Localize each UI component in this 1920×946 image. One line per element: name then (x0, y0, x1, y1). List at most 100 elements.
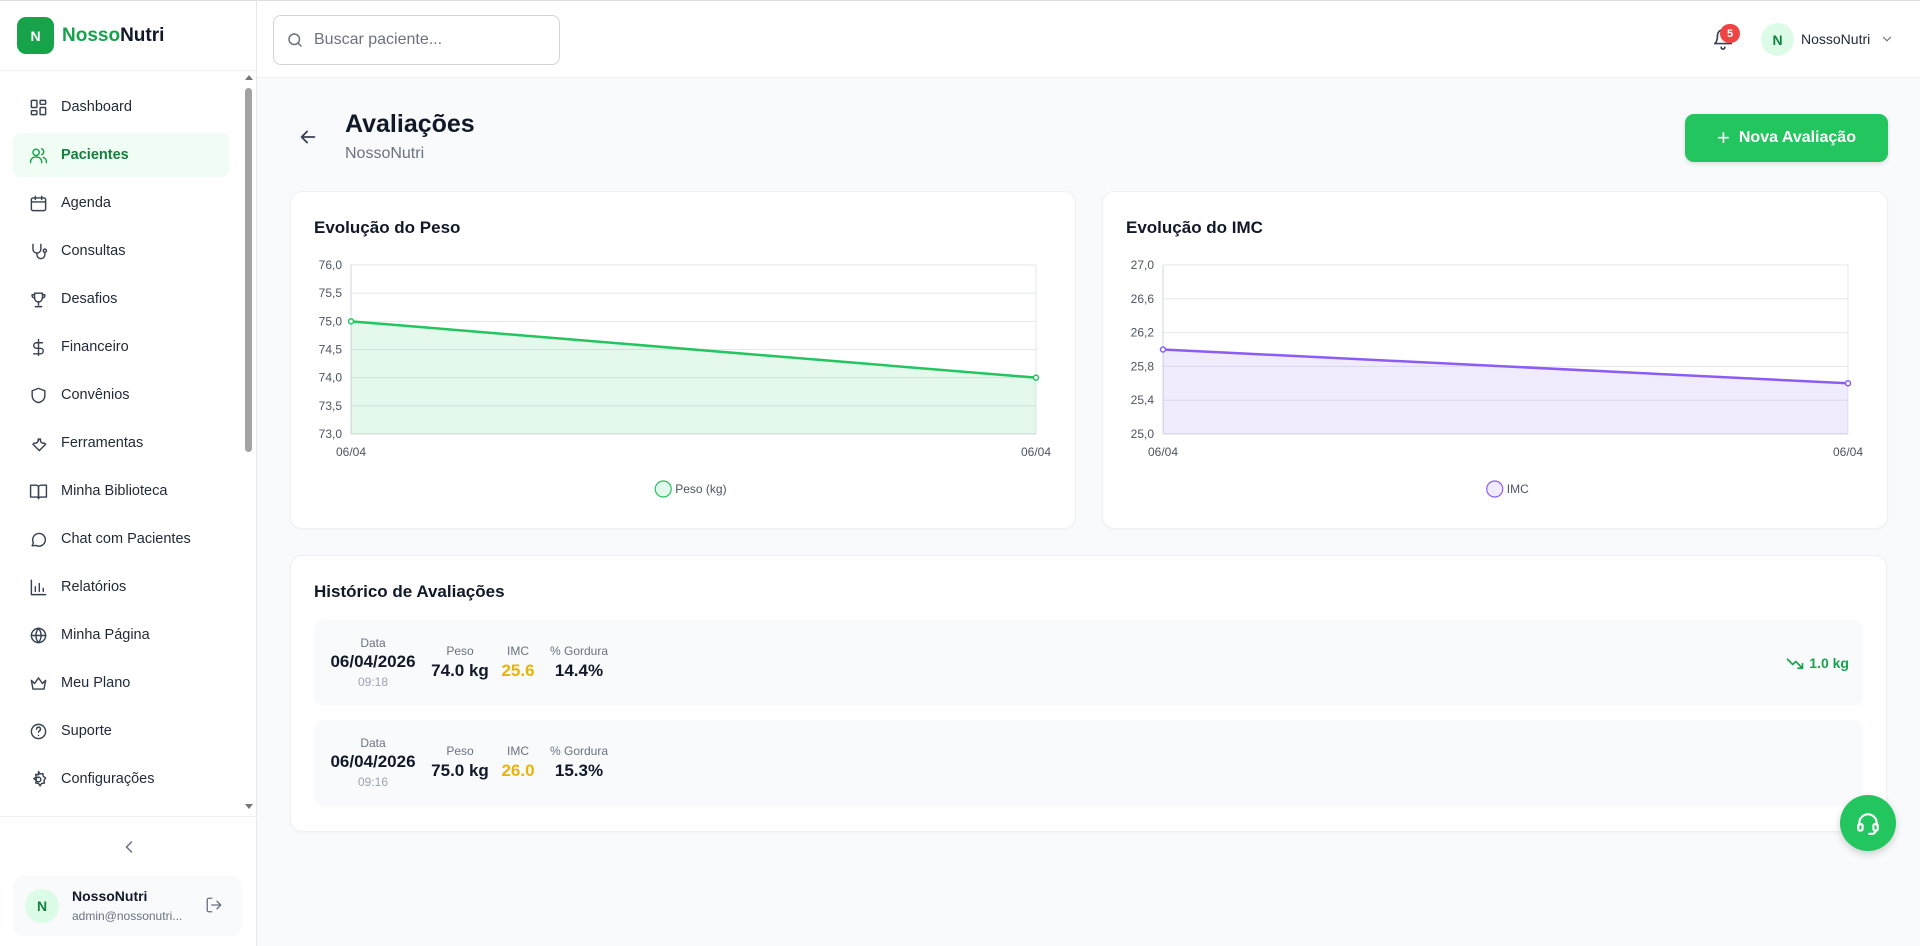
sidebar-item-pacientes[interactable]: Pacientes (13, 133, 229, 177)
avatar: N (25, 889, 59, 923)
sidebar-scrollbar[interactable] (245, 88, 252, 452)
series-line (350, 320, 1037, 379)
calendar-icon (30, 195, 47, 211)
plus-icon: + (1717, 125, 1730, 150)
y-tick-label: 25,8 (1131, 359, 1155, 373)
shield-icon (31, 387, 46, 403)
trophy-icon (31, 291, 46, 307)
headset-icon (1857, 813, 1879, 835)
sidebar: N NossoNutri Dashboard Pacientes Agenda … (0, 0, 257, 946)
trending-down-icon (1786, 658, 1804, 670)
weight-value: 74.0 kg (431, 661, 489, 680)
time-value: 09:16 (357, 775, 389, 789)
x-tick-label: 06/04 (336, 445, 366, 459)
legend-item: IMC (1486, 480, 1529, 498)
sidebar-item-dashboard[interactable]: Dashboard (13, 85, 229, 129)
sidebar-item-desafios[interactable]: Desafios (13, 277, 229, 321)
sidebar-item-consultas[interactable]: Consultas (13, 229, 229, 273)
chevron-left-icon[interactable] (119, 837, 139, 857)
back-arrow-icon[interactable] (297, 126, 319, 148)
chevron-down-icon[interactable] (1880, 32, 1894, 46)
stethoscope-icon (32, 243, 48, 259)
sidebar-item-label: Desafios (61, 291, 118, 307)
sidebar-item-label: Agenda (61, 195, 111, 211)
fat-label: % Gordura (549, 644, 609, 658)
sidebar-item-meu-plano[interactable]: Meu Plano (13, 661, 229, 705)
new-evaluation-button[interactable]: + Nova Avaliação (1685, 114, 1888, 162)
dollar-icon (33, 338, 44, 356)
book-icon (29, 483, 48, 499)
weight-column: Peso 74.0 kg (430, 644, 490, 681)
search-input[interactable] (314, 31, 534, 49)
y-tick-label: 75,5 (319, 286, 343, 300)
y-tick-label: 26,2 (1131, 326, 1155, 340)
sidebar-item-configuracoes[interactable]: Configurações (13, 757, 229, 801)
weight-trend: 1.0 kg (1786, 655, 1849, 671)
imc-chart-card: Evolução do IMC 27,0 26,6 26,2 25,8 25,4 25,0… (1102, 191, 1888, 529)
sidebar-item-label: Pacientes (61, 147, 129, 163)
sidebar-item-minha-pagina[interactable]: Minha Página (13, 613, 229, 657)
data-point (1159, 346, 1167, 353)
scroll-down-icon[interactable] (244, 802, 254, 812)
avatar[interactable]: N (1761, 23, 1794, 56)
globe-icon (30, 627, 47, 643)
y-tick-label: 75,0 (319, 314, 343, 328)
y-tick-label: 74,0 (319, 371, 343, 385)
logout-icon[interactable] (205, 896, 223, 914)
user-email: admin@nossonutri... (72, 909, 183, 923)
fat-column: % Gordura 14.4% (546, 644, 612, 681)
user-card[interactable]: N NossoNutri admin@nossonutri... (13, 876, 242, 936)
sidebar-item-biblioteca[interactable]: Minha Biblioteca (13, 469, 229, 513)
search-box[interactable] (273, 15, 560, 65)
sidebar-item-label: Suporte (61, 723, 112, 739)
sidebar-item-agenda[interactable]: Agenda (13, 181, 229, 225)
brand[interactable]: N NossoNutri (0, 0, 256, 71)
user-menu-name[interactable]: NossoNutri (1801, 31, 1871, 47)
sidebar-item-convenios[interactable]: Convênios (13, 373, 229, 417)
brand-name-part2: Nutri (120, 24, 165, 46)
chat-icon (31, 532, 46, 547)
notification-badge: 5 (1720, 24, 1740, 43)
legend-swatch (1486, 480, 1504, 498)
weight-chart-card: Evolução do Peso 76,0 75,5 75,0 74,5 74,0 73,… (290, 191, 1076, 529)
x-tick-label: 06/04 (1148, 445, 1178, 459)
sidebar-item-relatorios[interactable]: Relatórios (13, 565, 229, 609)
sidebar-item-financeiro[interactable]: Financeiro (13, 325, 229, 369)
weight-column: Peso 75.0 kg (430, 744, 490, 781)
sidebar-item-label: Configurações (61, 771, 155, 787)
y-tick-label: 25,0 (1131, 427, 1155, 441)
data-point (347, 318, 355, 325)
table-row[interactable]: Data 06/04/2026 09:18 Peso 74.0 kg IMC 2… (314, 620, 1863, 706)
imc-chart: 27,0 26,6 26,2 25,8 25,4 25,0 06/04 06/04 IMC (1131, 258, 1863, 498)
date-column: Data 06/04/2026 09:18 (328, 636, 418, 689)
series-area (351, 321, 1036, 434)
weight-label: Peso (446, 644, 474, 658)
sidebar-item-suporte[interactable]: Suporte (13, 709, 229, 753)
history-card: Histórico de Avaliações Data 06/04/2026 … (290, 555, 1887, 832)
data-point (1032, 374, 1040, 381)
fat-label: % Gordura (549, 744, 609, 758)
y-tick-label: 26,6 (1131, 292, 1155, 306)
table-row[interactable]: Data 06/04/2026 09:16 Peso 75.0 kg IMC 2… (314, 720, 1863, 806)
fat-column: % Gordura 15.3% (546, 744, 612, 781)
fat-value: 14.4% (554, 661, 604, 680)
gear-icon (33, 770, 47, 787)
sidebar-item-chat[interactable]: Chat com Pacientes (13, 517, 229, 561)
topbar: 5 N NossoNutri (257, 0, 1920, 78)
sidebar-item-label: Meu Plano (61, 675, 131, 691)
legend-label: IMC (1507, 482, 1529, 496)
support-chat-button[interactable] (1840, 795, 1896, 851)
y-tick-label: 73,5 (319, 399, 343, 413)
dashboard-icon (30, 99, 47, 115)
trend-value: 1.0 kg (1809, 655, 1849, 671)
date-value: 06/04/2026 (330, 652, 416, 671)
series-area (1163, 349, 1848, 434)
sidebar-item-ferramentas[interactable]: Ferramentas (13, 421, 229, 465)
scroll-up-icon[interactable] (244, 72, 254, 82)
y-tick-label: 74,5 (319, 343, 343, 357)
imc-column: IMC 25.6 (498, 644, 538, 681)
search-icon (288, 33, 302, 47)
data-point (1844, 380, 1852, 387)
imc-column: IMC 26.0 (498, 744, 538, 781)
imc-value: 25.6 (501, 661, 535, 680)
